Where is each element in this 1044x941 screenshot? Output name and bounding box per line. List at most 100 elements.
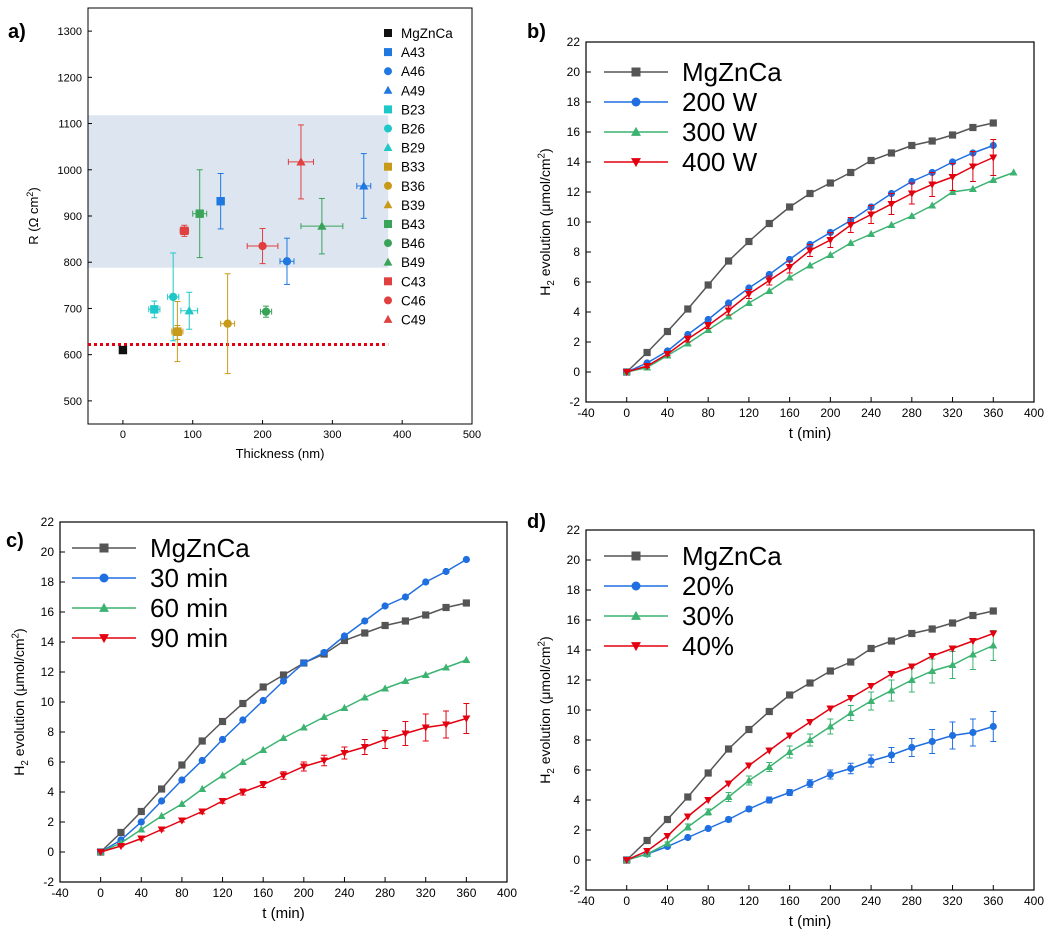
data-point [704,824,712,833]
data-point [744,298,753,307]
legend-marker [384,105,392,114]
data-point [908,141,916,150]
data-point [381,684,390,692]
x-tick-label: 200 [820,406,840,420]
legend-label: A46 [401,64,425,79]
plot-frame [59,521,508,883]
y-label-part: ) [537,636,553,641]
y-label-part: evolution ( [537,699,553,768]
data-point [643,836,651,845]
data-point [401,617,410,625]
data-point [137,835,146,843]
data-point [180,226,189,235]
data-point [989,607,997,615]
legend-label: 90 min [150,623,228,653]
data-point [887,751,896,759]
data-point [117,828,125,837]
legend-marker [631,67,641,77]
legend-label: B36 [401,179,425,194]
y-label-superscript: 2 [25,192,35,197]
data-point [320,712,329,721]
legend-marker [631,551,641,561]
data-point [184,305,194,315]
data-point [806,779,814,788]
y-tick-label: 8 [47,725,54,739]
x-tick-label: 360 [456,886,476,900]
y-label-part: mol/cm [11,638,27,683]
legend-marker [99,602,109,612]
data-point [867,644,875,653]
data-point [381,621,389,630]
data-point [218,797,227,806]
y-tick-label: 800 [64,257,82,269]
data-point [826,722,835,730]
y-tick-label: 0 [47,845,54,859]
data-point [704,769,712,777]
data-point [177,799,186,808]
data-point [948,731,957,740]
data-point [907,675,916,684]
data-point [279,733,288,742]
y-tick-label: 0 [573,365,580,379]
y-tick-label: 1300 [58,26,82,38]
legend-label: B39 [401,198,425,213]
x-axis-label: t (min) [789,913,832,930]
x-tick-label: 400 [497,886,517,900]
data-point [724,815,733,824]
data-point [259,696,267,705]
y-tick-label: 10 [41,695,55,709]
data-point [989,119,997,127]
data-point [462,715,471,723]
data-point [643,348,651,357]
data-point [928,666,937,675]
y-tick-label: 2 [47,815,54,829]
data-point [216,197,225,206]
x-tick-label: 240 [861,406,881,420]
data-point [359,181,369,190]
data-point [968,184,977,193]
data-point [340,703,349,712]
data-point [296,157,306,166]
legend-marker [384,29,392,37]
data-point [724,307,733,315]
data-point [361,629,369,637]
data-point [442,663,451,671]
data-point [887,670,896,679]
data-point [261,307,271,316]
y-label-part: evolution ( [537,211,553,280]
y-tick-label: 16 [567,125,581,139]
data-point [422,611,430,619]
legend-marker [383,257,393,266]
data-point [704,796,713,805]
data-point [340,636,349,645]
data-point [887,220,896,229]
data-point [643,362,652,371]
y-tick-label: 22 [567,35,581,49]
data-point [867,682,876,691]
panel-label: c) [6,530,24,552]
data-point [907,211,916,220]
data-point [745,725,753,734]
y-tick-label: 6 [47,755,54,769]
data-point [137,818,145,826]
x-tick-label: 160 [780,894,800,908]
data-point [948,131,957,139]
legend-marker [384,162,392,171]
data-point [684,793,692,801]
x-tick-label: 360 [983,894,1003,908]
data-point [968,163,977,171]
y-tick-label: 20 [41,545,55,559]
y-tick-label: 1200 [58,72,82,84]
data-point [218,735,227,744]
data-point [259,683,267,691]
data-point [826,667,834,675]
data-point [989,641,998,649]
panel-label: d) [527,511,546,533]
x-tick-label: 320 [943,894,963,908]
x-tick-label: 320 [943,406,963,420]
data-point [683,335,692,344]
data-point [663,839,672,847]
x-tick-label: 400 [393,429,411,441]
data-point [745,805,753,813]
legend-label: C43 [401,274,426,289]
